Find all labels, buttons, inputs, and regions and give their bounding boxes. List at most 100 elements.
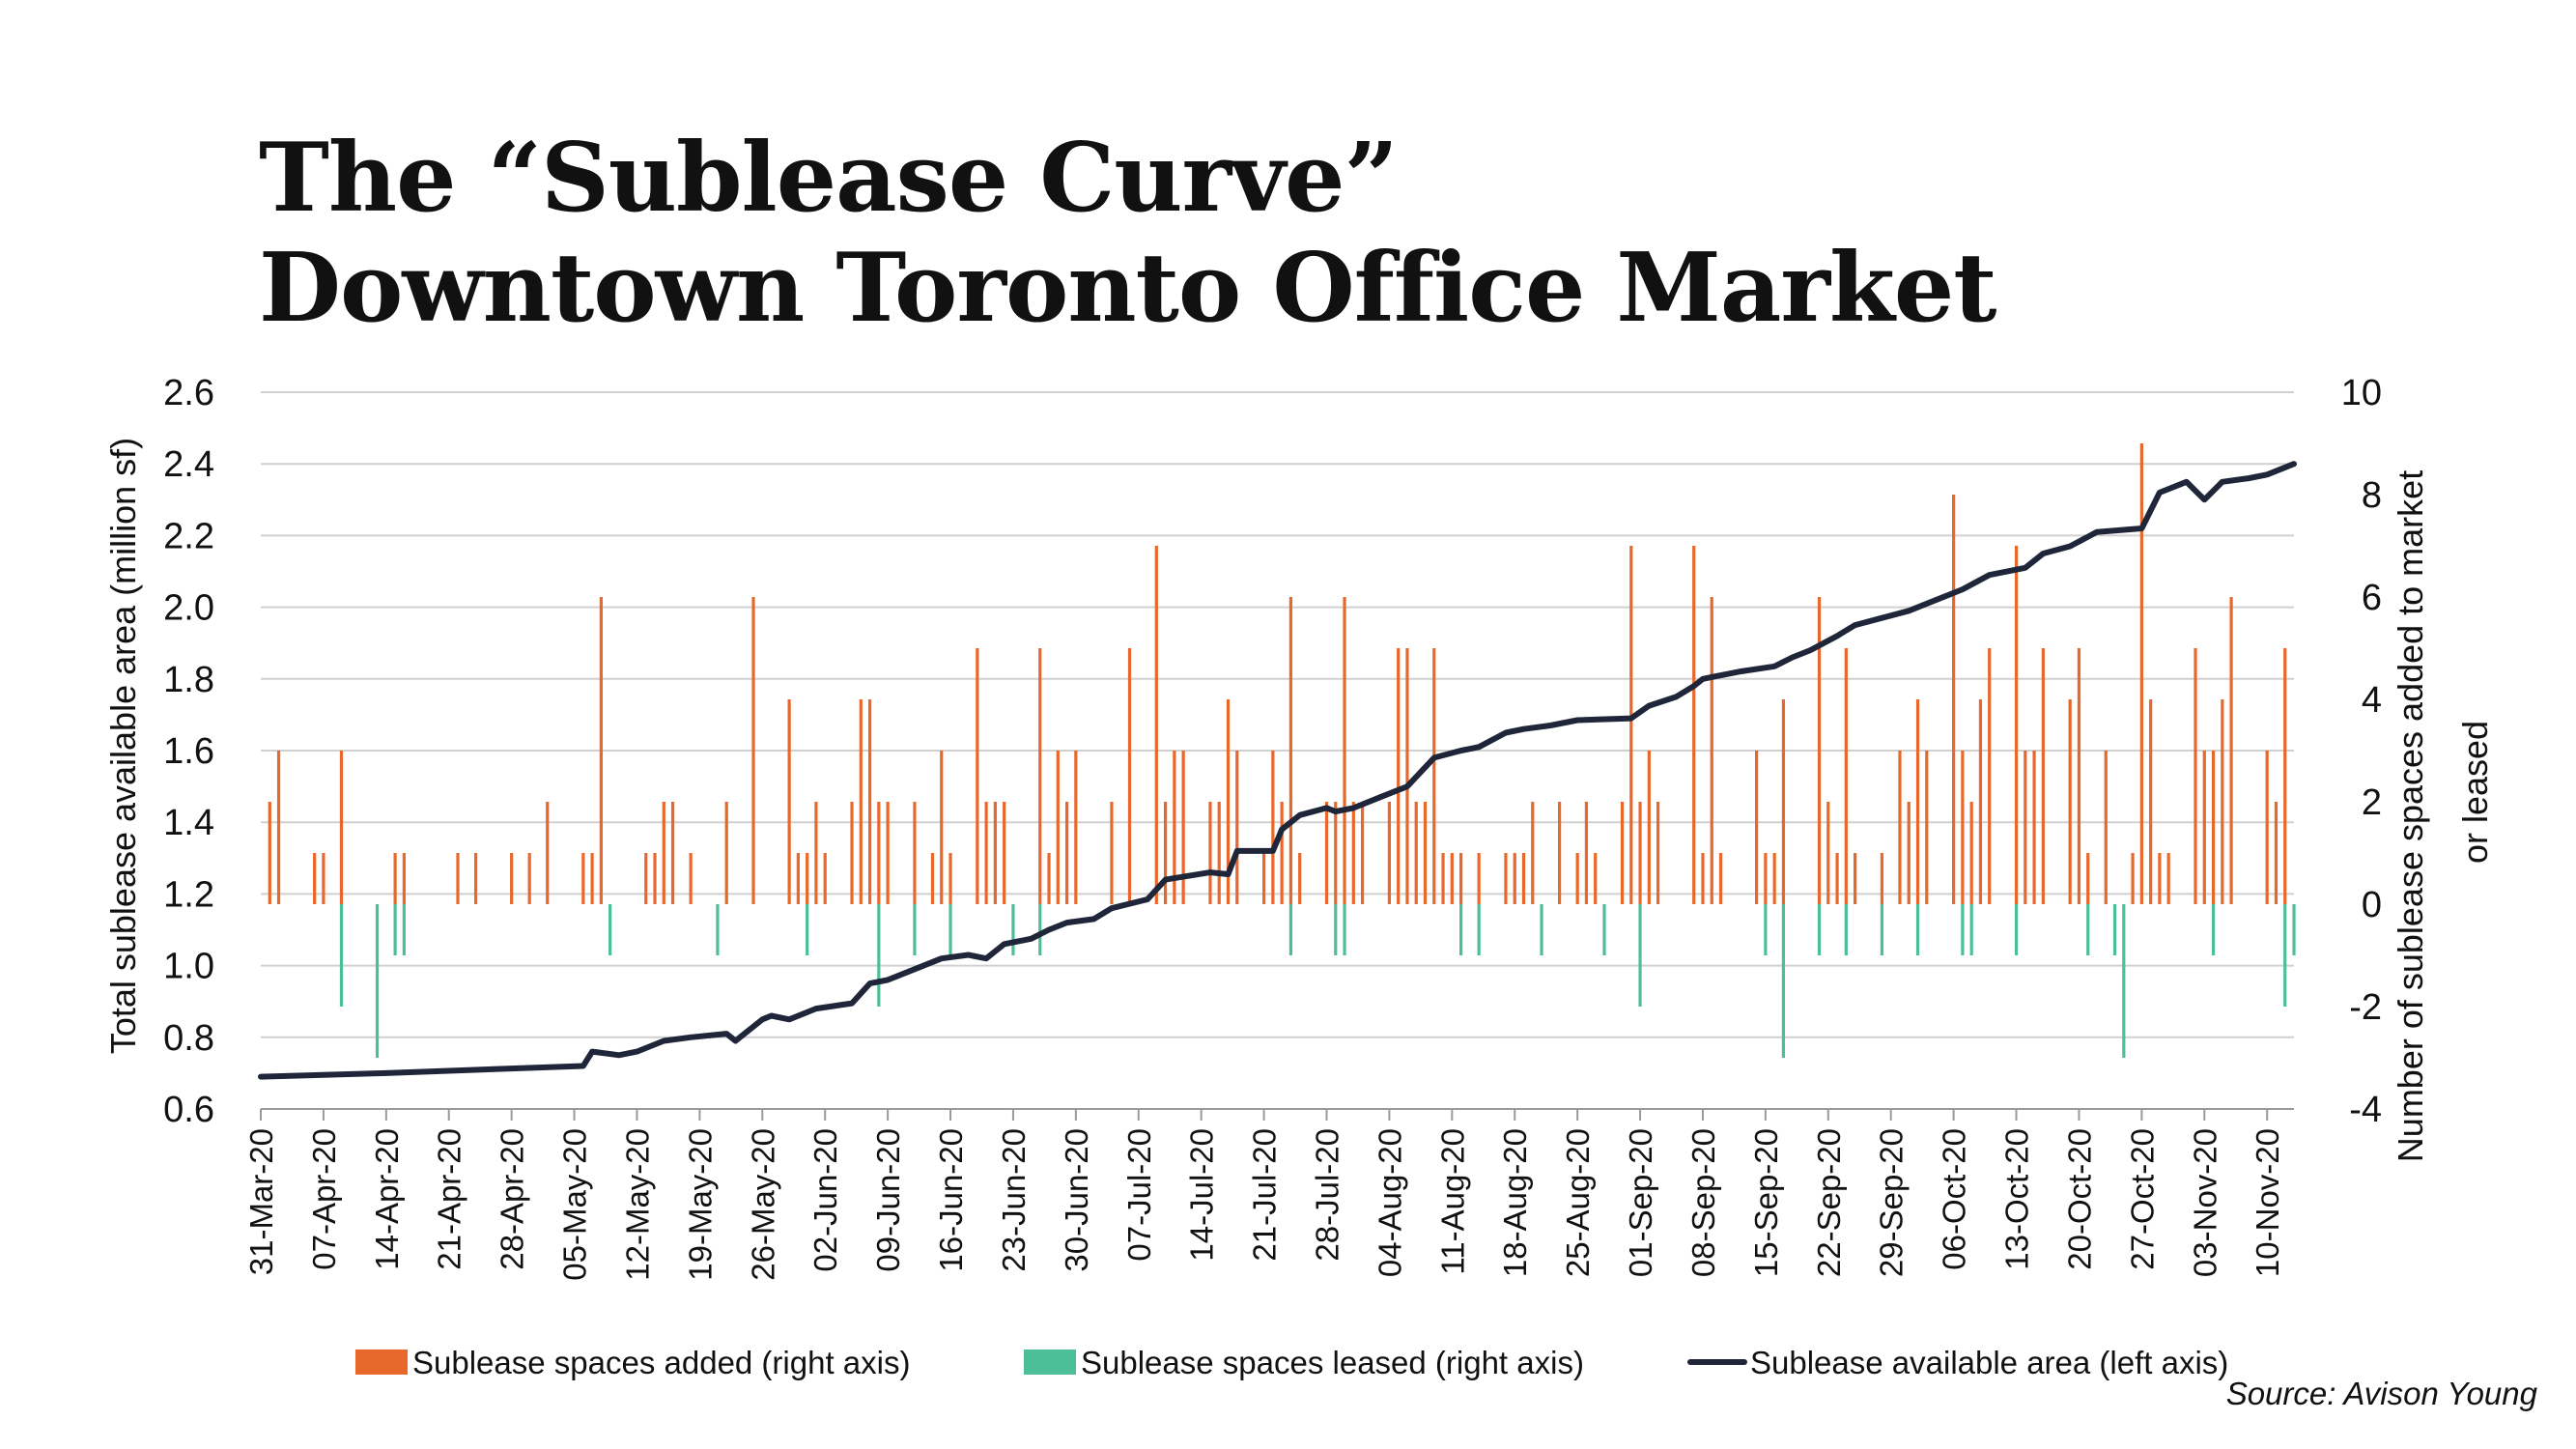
- leased-bar: [402, 904, 406, 955]
- added-bar: [276, 751, 281, 904]
- added-bar: [456, 853, 460, 904]
- right-axis-tick-label: 2: [2362, 782, 2382, 823]
- added-bar: [1298, 853, 1302, 904]
- added-bar: [1925, 751, 1929, 904]
- added-bar: [814, 802, 818, 904]
- left-axis-tick-label: 1.0: [163, 947, 214, 987]
- leased-bar: [1334, 904, 1338, 955]
- added-bar: [1038, 648, 1042, 904]
- added-bar: [1154, 546, 1158, 904]
- added-bar: [473, 853, 478, 904]
- added-bar: [850, 802, 854, 904]
- added-bar: [1271, 751, 1275, 904]
- added-bar: [322, 853, 326, 904]
- added-bar: [590, 853, 594, 904]
- added-bar: [976, 648, 979, 904]
- added-bar: [867, 699, 872, 904]
- added-bar: [644, 853, 648, 904]
- added-bar: [1324, 802, 1329, 904]
- x-axis-tick-label: 08-Sep-20: [1685, 1128, 1721, 1277]
- x-axis-tick-label: 27-Oct-20: [2124, 1128, 2160, 1270]
- leased-bar: [339, 904, 344, 1007]
- added-bar: [2283, 648, 2287, 904]
- added-bar: [1988, 648, 1992, 904]
- leased-bar: [609, 904, 612, 955]
- chart-title-line-1: The “Sublease Curve”: [259, 123, 1399, 234]
- leased-bar: [1880, 904, 1884, 955]
- left-axis-tick-label: 0.6: [163, 1090, 214, 1130]
- legend-label-leased: Sublease spaces leased (right axis): [1081, 1345, 1584, 1380]
- added-bar: [268, 802, 271, 904]
- right-axis-title-line-1: Number of sublease spaces added to marke…: [2391, 470, 2430, 1162]
- leased-bar: [2112, 904, 2117, 955]
- added-bar: [1181, 751, 1185, 904]
- x-axis-tick-label: 05-May-20: [557, 1128, 593, 1281]
- chart-title: The “Sublease Curve” Downtown Toronto Of…: [259, 123, 1997, 344]
- left-axis-title: Total sublease available area (million s…: [103, 438, 143, 1054]
- added-bar: [1173, 751, 1176, 904]
- added-bar: [2077, 648, 2081, 904]
- added-bar: [1575, 853, 1579, 904]
- x-axis-tick-label: 29-Sep-20: [1874, 1128, 1910, 1277]
- added-bar: [1074, 751, 1078, 904]
- added-bar: [1217, 802, 1221, 904]
- x-axis-tick-label: 19-May-20: [682, 1128, 718, 1281]
- added-bar: [527, 853, 531, 904]
- leased-bar: [1602, 904, 1606, 955]
- leased-bar: [1764, 904, 1768, 955]
- leased-bar: [375, 904, 380, 1058]
- x-axis-tick-label: 28-Apr-20: [495, 1128, 530, 1270]
- added-bar: [940, 751, 944, 904]
- leased-bar: [1458, 904, 1463, 955]
- added-bar: [1288, 597, 1293, 904]
- added-bar: [2139, 443, 2143, 904]
- leased-bar: [393, 904, 397, 955]
- added-bar: [2194, 648, 2197, 904]
- added-bar: [1208, 802, 1212, 904]
- legend-label-area: Sublease available area (left axis): [1750, 1345, 2228, 1380]
- added-bar: [1280, 802, 1284, 904]
- right-axis-title-line-2: or leased: [2455, 721, 2495, 864]
- x-axis-tick-label: 07-Apr-20: [306, 1128, 342, 1270]
- added-bar: [2131, 853, 2135, 904]
- added-bar: [1110, 802, 1114, 904]
- x-axis-tick-label: 14-Apr-20: [369, 1128, 405, 1270]
- leased-bar: [2211, 904, 2216, 955]
- x-axis-tick-label: 30-Jun-20: [1059, 1128, 1094, 1272]
- right-axis-tick-label: 8: [2362, 475, 2382, 516]
- added-bar: [1432, 648, 1436, 904]
- added-bar: [2024, 751, 2027, 904]
- added-bar: [1620, 802, 1625, 904]
- x-axis-tick-label: 21-Jul-20: [1247, 1128, 1283, 1262]
- added-bar: [993, 802, 997, 904]
- added-bar: [1817, 597, 1822, 904]
- added-bar: [787, 699, 791, 904]
- added-bar: [1656, 802, 1660, 904]
- leased-bar: [1038, 904, 1042, 955]
- added-bar: [1003, 802, 1006, 904]
- leased-bar: [1961, 904, 1965, 955]
- leased-bar: [948, 904, 952, 955]
- leased-bar: [1011, 904, 1015, 955]
- added-bar: [1961, 751, 1965, 904]
- added-bar: [1531, 802, 1535, 904]
- added-bar: [1826, 802, 1830, 904]
- added-bar: [1343, 597, 1346, 904]
- added-bar: [751, 597, 755, 904]
- added-bar: [1064, 802, 1069, 904]
- x-axis-tick-label: 16-Jun-20: [933, 1128, 969, 1272]
- added-bar: [1969, 802, 1973, 904]
- line-series: [258, 461, 2297, 1080]
- added-bar: [859, 699, 863, 904]
- x-axis-tick-label: 23-Jun-20: [996, 1128, 1032, 1272]
- leased-bar: [1288, 904, 1293, 955]
- added-bar: [1450, 853, 1454, 904]
- x-axis-tick-label: 01-Sep-20: [1623, 1128, 1658, 1277]
- added-bar: [2221, 699, 2224, 904]
- leased-bar: [1540, 904, 1543, 955]
- sublease-area-line: [258, 461, 2297, 1080]
- chart-title-line-2: Downtown Toronto Office Market: [259, 233, 1997, 344]
- added-bar: [546, 802, 550, 904]
- left-axis-tick-label: 2.0: [163, 588, 214, 629]
